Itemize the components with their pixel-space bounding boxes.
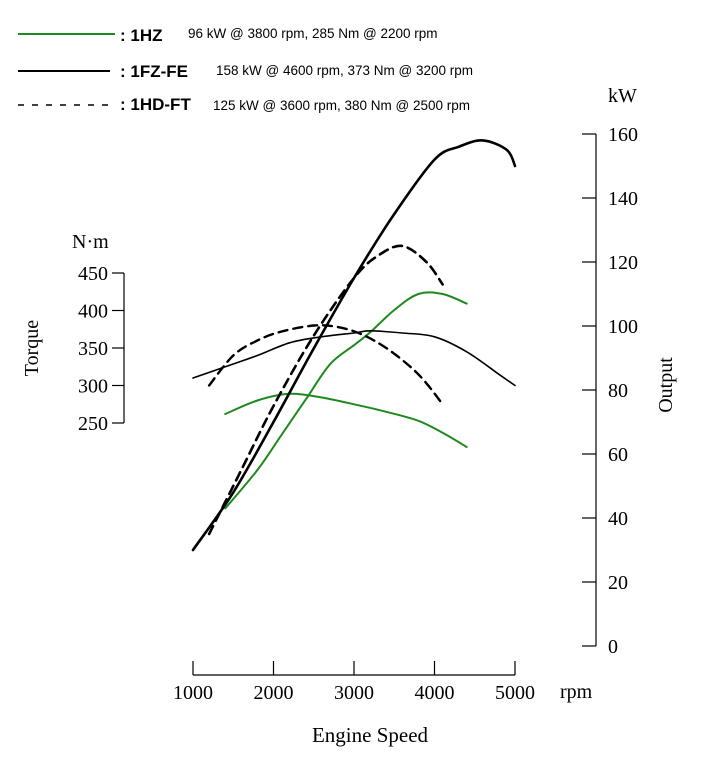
output-tick-label: 0 [608,636,618,658]
legend-name-1fz: : 1FZ-FE [120,62,188,81]
series-1hd-torque [207,324,444,406]
output-tick-label: 160 [608,124,638,146]
series-1hz-output [224,291,468,510]
series-1hd-output [207,244,444,536]
x-axis-unit: rpm [560,681,593,703]
torque-axis-title: Torque [21,320,43,376]
torque-tick-label: 300 [78,376,108,398]
torque-tick-label: 400 [78,301,108,323]
x-tick-label: 2000 [254,682,294,704]
legend: : 1HZ 96 kW @ 3800 rpm, 285 Nm @ 2200 rp… [18,26,473,114]
series-1fz-output [191,139,517,552]
output-tick-label: 120 [608,252,638,274]
legend-entry-1hz: : 1HZ 96 kW @ 3800 rpm, 285 Nm @ 2200 rp… [18,26,438,45]
x-tick-label: 4000 [415,682,455,704]
legend-desc-1hd: 125 kW @ 3600 rpm, 380 Nm @ 2500 rpm [213,98,470,113]
legend-entry-1fz: : 1FZ-FE 158 kW @ 4600 rpm, 373 Nm @ 320… [18,62,473,81]
x-axis-title: Engine Speed [312,723,429,747]
output-tick-label: 140 [608,188,638,210]
torque-axis-unit: N·m [72,231,109,253]
output-tick-label: 80 [608,380,628,402]
legend-entry-1hd: : 1HD-FT 125 kW @ 3600 rpm, 380 Nm @ 250… [18,95,470,114]
ticks: 1000 2000 3000 4000 5000 250 300 350 400 450 0 20 40… [78,124,638,704]
series [191,139,517,552]
output-tick-label: 40 [608,508,628,530]
axes [123,134,597,676]
output-tick-label: 60 [608,444,628,466]
torque-tick-label: 350 [78,338,108,360]
legend-desc-1hz: 96 kW @ 3800 rpm, 285 Nm @ 2200 rpm [188,26,438,41]
x-tick-label: 3000 [334,682,374,704]
output-axis-title: Output [655,357,677,413]
output-axis-unit: kW [608,85,637,107]
legend-name-1hd: : 1HD-FT [120,95,191,114]
output-tick-label: 100 [608,316,638,338]
legend-name-1hz: : 1HZ [120,26,163,45]
series-1fz-torque [192,330,516,387]
x-tick-label: 1000 [173,682,213,704]
series-1hz-torque [224,392,468,448]
torque-tick-label: 250 [78,413,108,435]
legend-desc-1fz: 158 kW @ 4600 rpm, 373 Nm @ 3200 rpm [216,63,473,78]
output-tick-label: 20 [608,572,628,594]
x-tick-label: 5000 [495,682,535,704]
torque-tick-label: 450 [78,263,108,285]
